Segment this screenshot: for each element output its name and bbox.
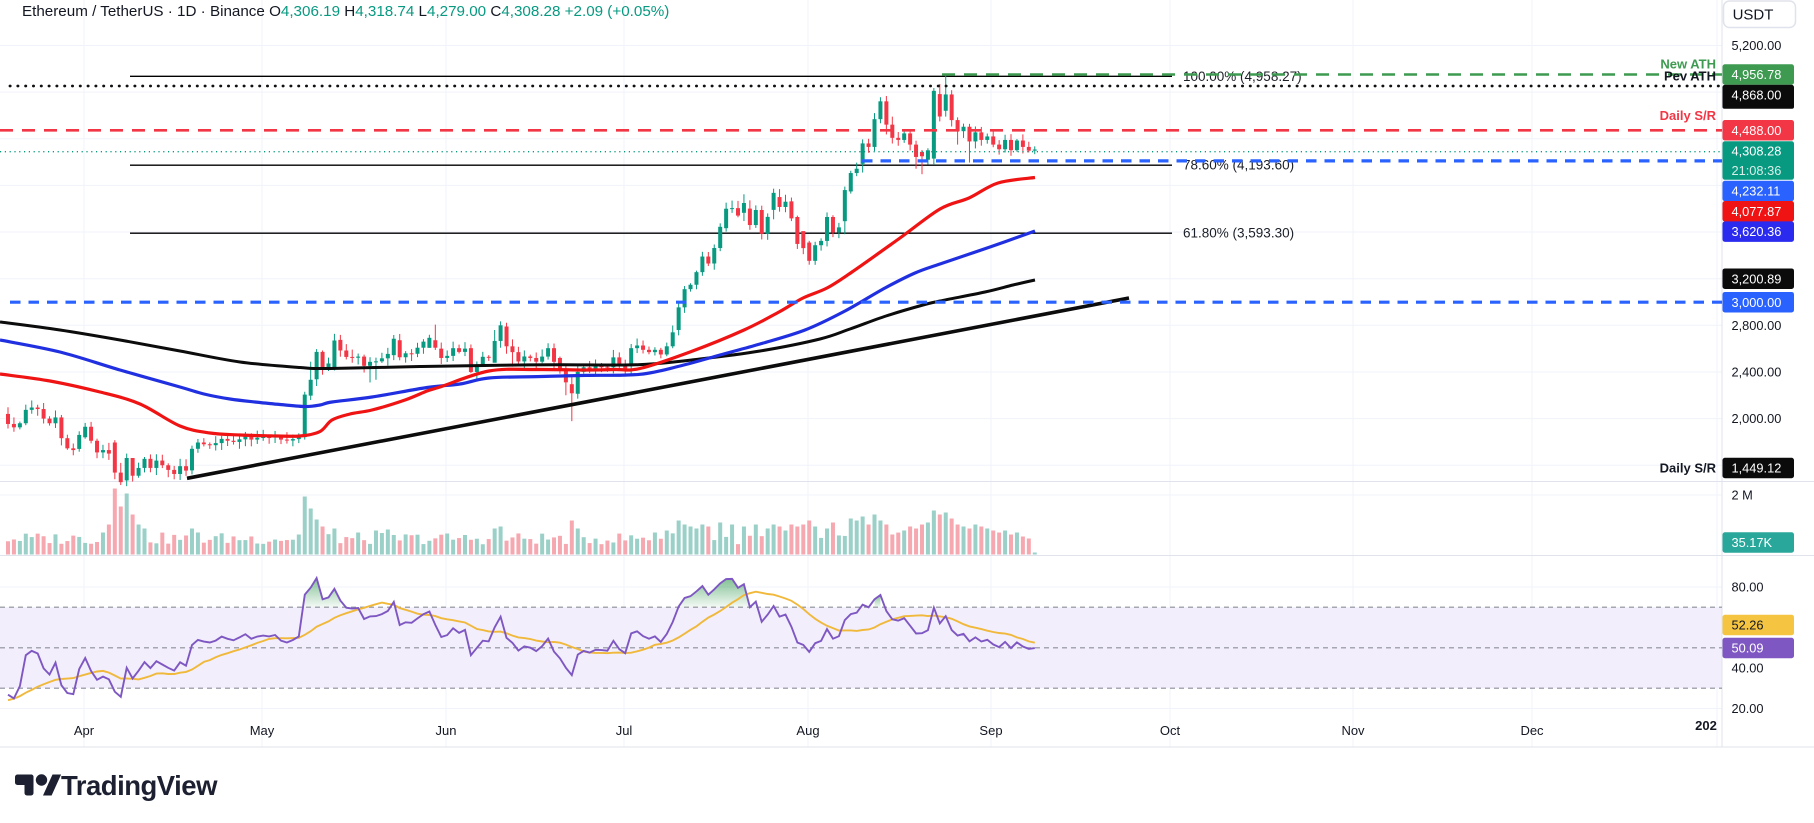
svg-text:3,200.89: 3,200.89 bbox=[1732, 271, 1782, 286]
svg-text:50.09: 50.09 bbox=[1732, 641, 1764, 656]
svg-text:202: 202 bbox=[1695, 718, 1717, 733]
svg-text:2,000.00: 2,000.00 bbox=[1732, 411, 1782, 426]
svg-text:Dec: Dec bbox=[1520, 723, 1544, 738]
svg-text:100.00% (4,958.27): 100.00% (4,958.27) bbox=[1183, 69, 1302, 84]
svg-text:1,449.12: 1,449.12 bbox=[1732, 461, 1782, 476]
svg-text:Oct: Oct bbox=[1160, 723, 1181, 738]
svg-text:4,956.78: 4,956.78 bbox=[1732, 67, 1782, 82]
svg-text:May: May bbox=[250, 723, 275, 738]
svg-text:4,868.00: 4,868.00 bbox=[1732, 88, 1782, 103]
svg-text:TradingView: TradingView bbox=[61, 770, 218, 801]
svg-text:2,400.00: 2,400.00 bbox=[1732, 365, 1782, 380]
svg-text:80.00: 80.00 bbox=[1732, 580, 1764, 595]
svg-text:4,488.00: 4,488.00 bbox=[1732, 123, 1782, 138]
svg-text:Jul: Jul bbox=[616, 723, 633, 738]
svg-text:USDT: USDT bbox=[1733, 7, 1774, 24]
svg-text:4,308.28: 4,308.28 bbox=[1732, 144, 1782, 159]
svg-text:2,800.00: 2,800.00 bbox=[1732, 318, 1782, 333]
svg-text:4,232.11: 4,232.11 bbox=[1732, 184, 1781, 199]
svg-text:Apr: Apr bbox=[74, 723, 95, 738]
svg-text:40.00: 40.00 bbox=[1732, 661, 1764, 676]
svg-text:61.80% (3,593.30): 61.80% (3,593.30) bbox=[1183, 226, 1294, 241]
svg-text:Ethereum / TetherUS · 1D · Bin: Ethereum / TetherUS · 1D · Binance O4,30… bbox=[22, 3, 669, 20]
svg-text:3,000.00: 3,000.00 bbox=[1732, 295, 1782, 310]
svg-text:Aug: Aug bbox=[796, 723, 819, 738]
svg-text:3,620.36: 3,620.36 bbox=[1732, 224, 1782, 239]
svg-text:Pev ATH: Pev ATH bbox=[1664, 69, 1716, 84]
svg-text:Daily S/R: Daily S/R bbox=[1660, 461, 1717, 476]
svg-text:21:08:36: 21:08:36 bbox=[1732, 163, 1782, 178]
svg-text:35.17K: 35.17K bbox=[1732, 535, 1773, 550]
svg-text:20.00: 20.00 bbox=[1732, 701, 1764, 716]
svg-text:78.60% (4,193.60): 78.60% (4,193.60) bbox=[1183, 158, 1294, 173]
svg-text:52.26: 52.26 bbox=[1732, 618, 1764, 633]
svg-text:Daily S/R: Daily S/R bbox=[1660, 108, 1717, 123]
svg-text:Sep: Sep bbox=[979, 723, 1002, 738]
svg-text:5,200.00: 5,200.00 bbox=[1732, 38, 1782, 53]
svg-text:Nov: Nov bbox=[1341, 723, 1365, 738]
svg-text:2 M: 2 M bbox=[1732, 488, 1753, 503]
svg-text:Jun: Jun bbox=[436, 723, 457, 738]
svg-text:New ATH: New ATH bbox=[1660, 57, 1716, 72]
svg-text:4,077.87: 4,077.87 bbox=[1732, 204, 1782, 219]
